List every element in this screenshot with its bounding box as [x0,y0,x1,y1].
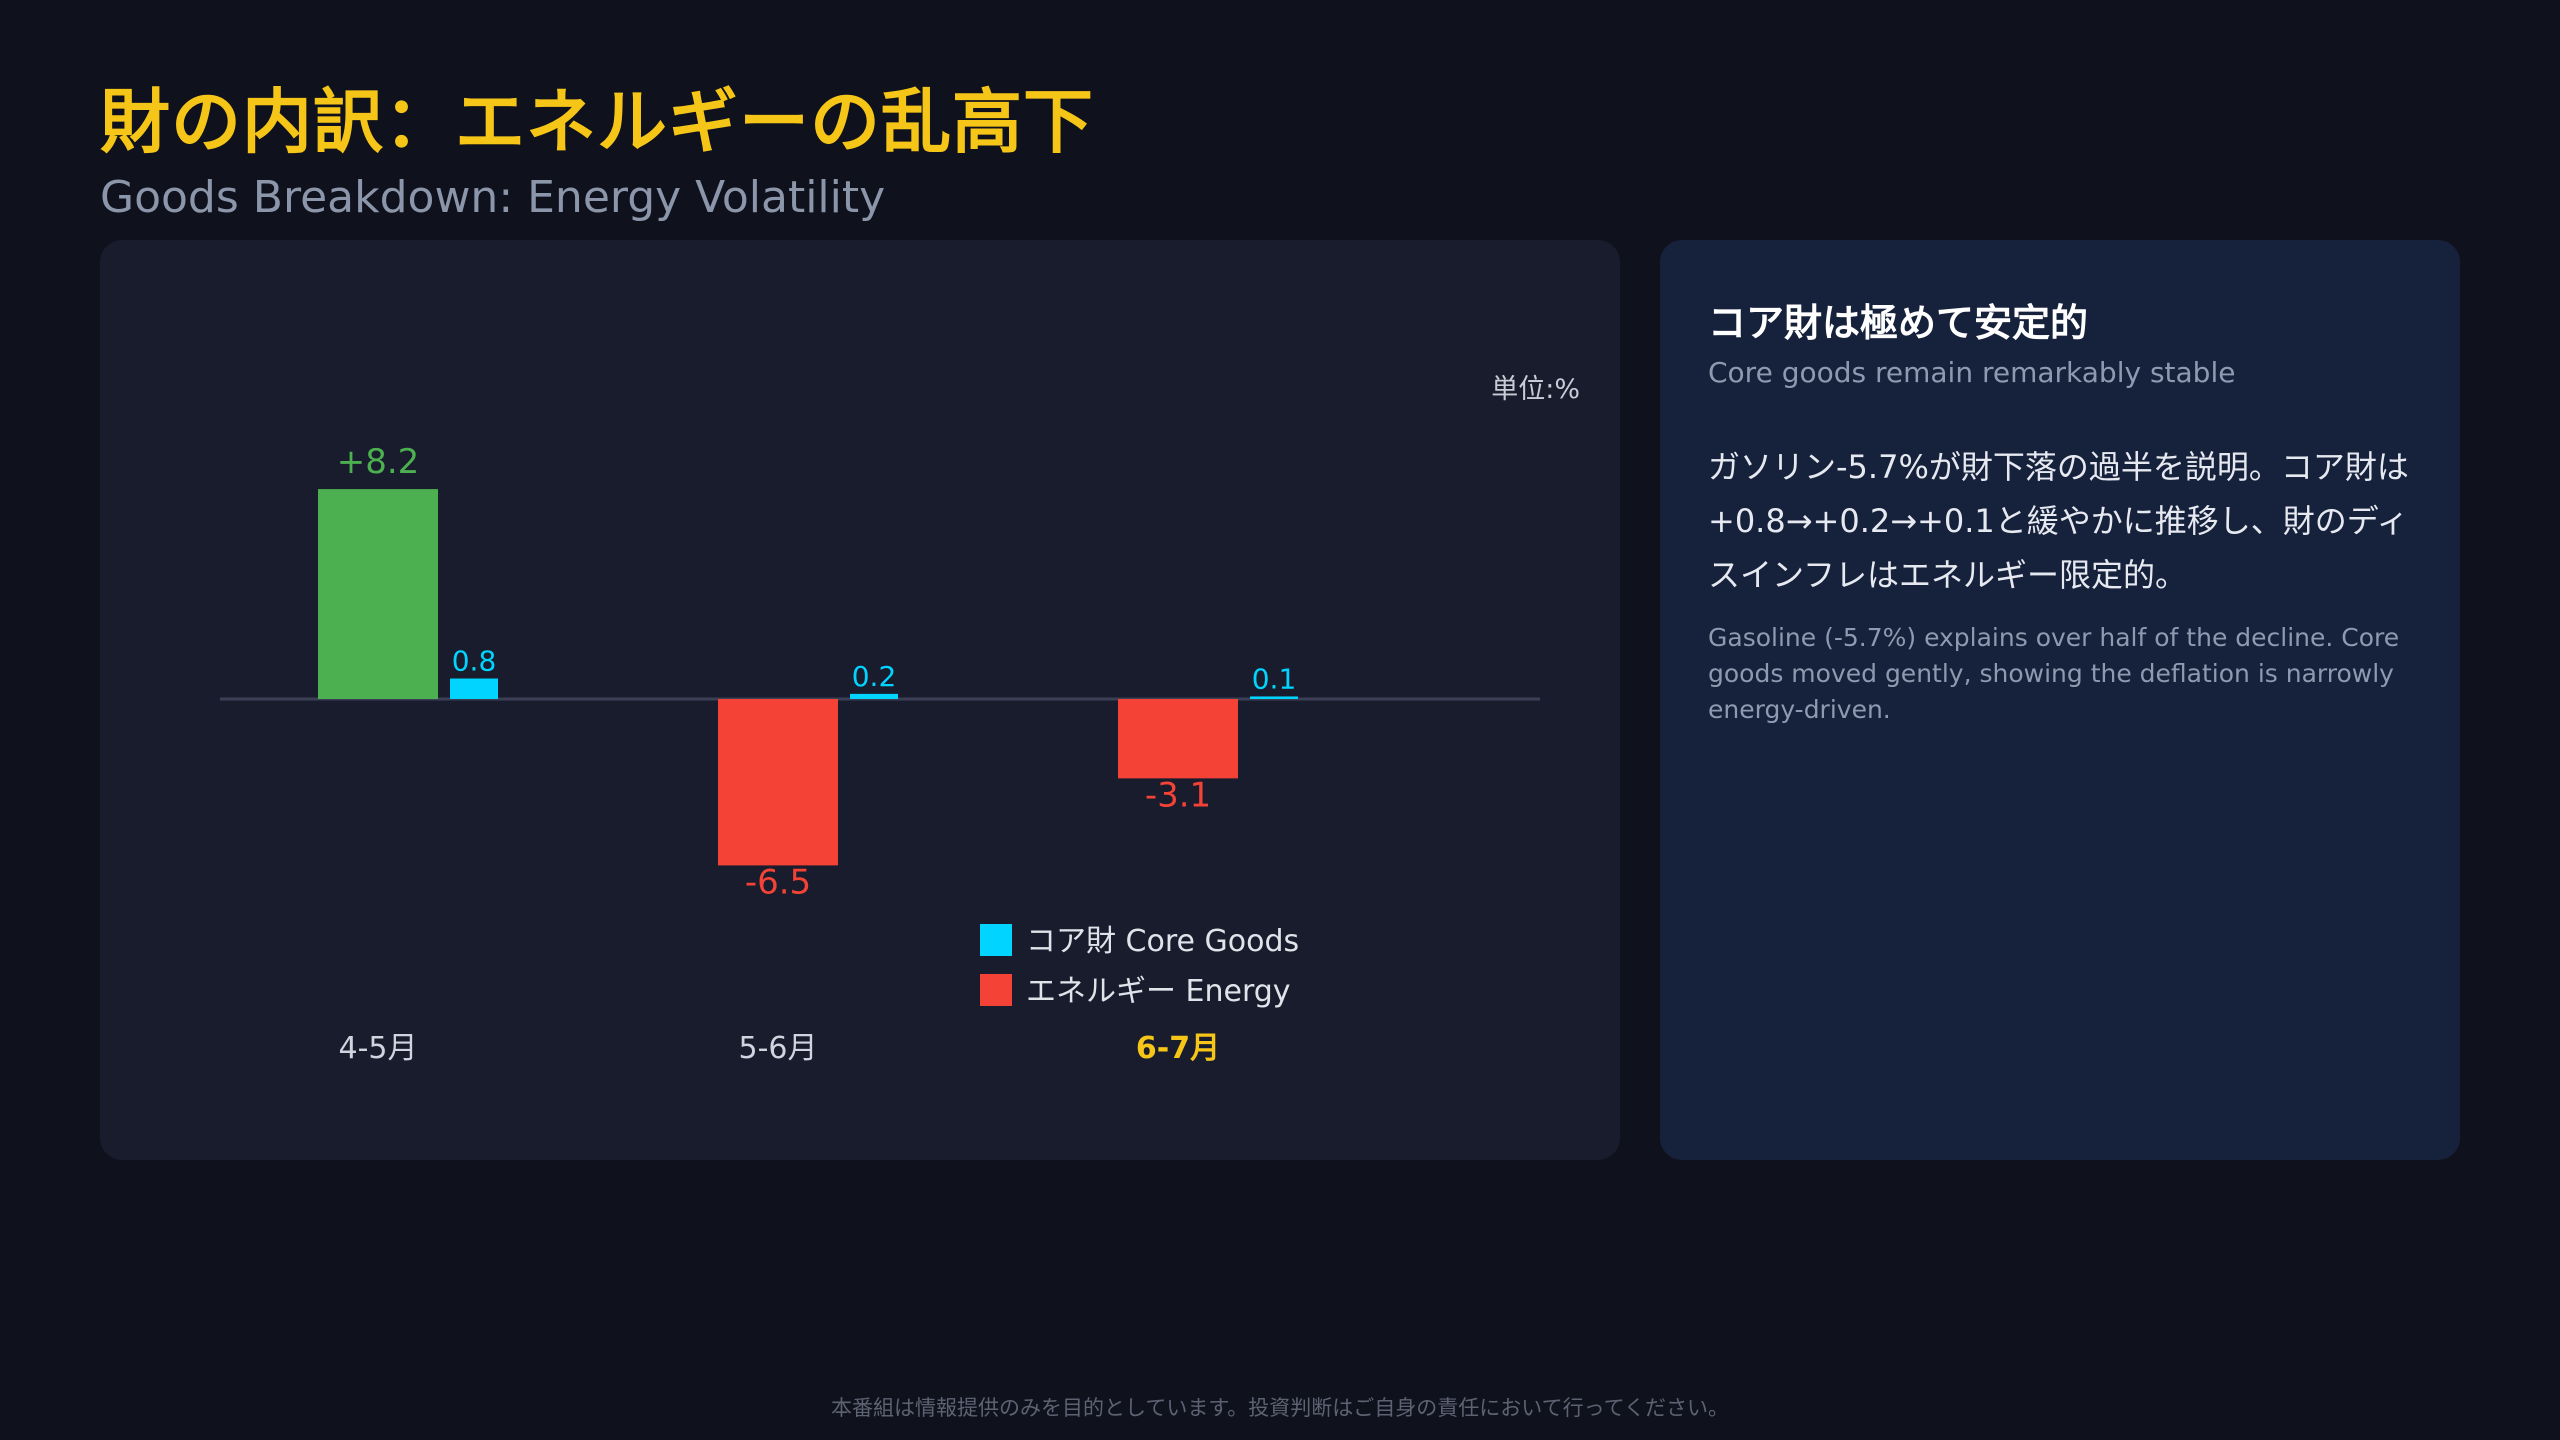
legend-swatch [980,974,1012,1006]
energy-value-label: -6.5 [745,862,811,902]
insight-heading: コア財は極めて安定的 [1708,301,2089,345]
core-goods-value-label: 0.8 [452,645,497,678]
insight-panel: コア財は極めて安定的 Core goods remain remarkably … [1660,240,2460,1160]
chart-panel: 単位:% +8.2 0.8 4-5月 -6.5 0.2 5-6月 -3.1 0.1 6-7月 コア財… [100,240,1620,1160]
x-tick-label: 5-6月 [739,1031,818,1066]
unit-label: 単位:% [1491,374,1580,405]
legend-label: エネルギー Energy [1026,974,1291,1009]
core-goods-bar [450,678,498,699]
energy-value-label: -3.1 [1145,775,1211,815]
legend-swatch [980,924,1012,956]
insight-body: ガソリン-5.7%が財下落の過半を説明。コア財は+0.8→+0.2→+0.1と緩… [1708,448,2409,594]
energy-bar [1118,699,1238,779]
disclaimer: 本番組は情報提供のみを目的としています。投資判断はご自身の責任において行ってくだ… [831,1396,1729,1420]
energy-bar [318,489,438,699]
x-tick-label: 4-5月 [339,1031,418,1066]
insight-note: Gasoline (-5.7%) explains over half of t… [1708,623,2400,724]
core-goods-bar [850,693,898,699]
bar-chart: 単位:% +8.2 0.8 4-5月 -6.5 0.2 5-6月 -3.1 0.1 6-7月 コア財… [220,374,1580,1066]
energy-bar [718,699,838,866]
legend-label: コア財 Core Goods [1026,924,1299,959]
x-tick-label: 6-7月 [1136,1031,1220,1066]
core-goods-value-label: 0.2 [852,660,897,693]
energy-value-label: +8.2 [337,442,420,482]
page-title: 財の内訳：エネルギーの乱高下 [100,81,1094,163]
core-goods-value-label: 0.1 [1252,662,1297,695]
core-goods-bar [1250,696,1298,699]
page-subtitle: Goods Breakdown: Energy Volatility [100,172,886,223]
insight-subheading: Core goods remain remarkably stable [1708,356,2236,389]
